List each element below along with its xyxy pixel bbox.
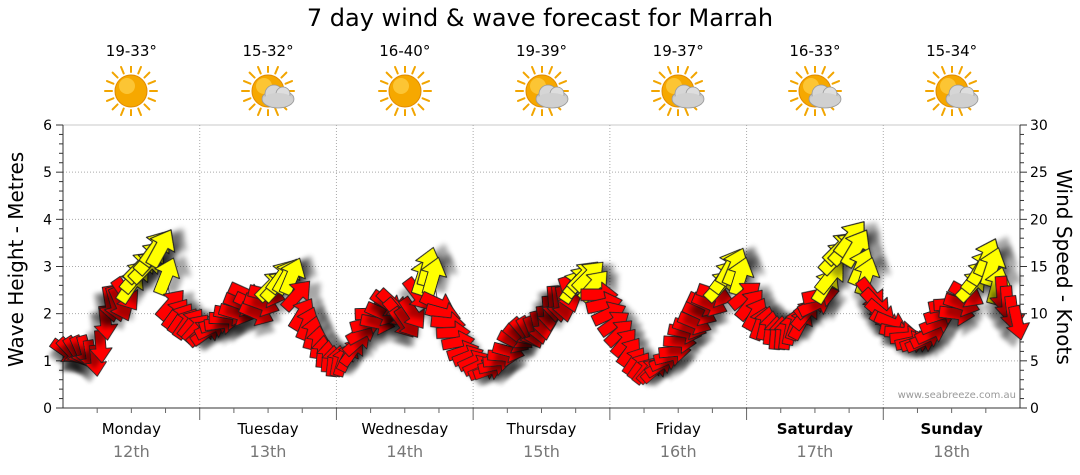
day-label-saturday: Saturday 17th bbox=[747, 420, 883, 461]
sun-cloud-icon bbox=[514, 66, 569, 116]
wind-arrow bbox=[1005, 304, 1030, 341]
day-date: 16th bbox=[659, 442, 697, 461]
weather-thursday: 19-39° bbox=[492, 42, 592, 116]
y-axis-right-label: Wind Speed - Knots bbox=[1052, 169, 1076, 365]
wind-arrow-shape bbox=[89, 329, 113, 364]
wind-arrow bbox=[398, 295, 425, 329]
temperature-range: 19-39° bbox=[515, 42, 568, 60]
y-axis-left-label: Wave Height - Metres bbox=[4, 151, 28, 367]
day-name: Monday bbox=[101, 420, 161, 438]
y-left-tick-label: 3 bbox=[43, 260, 52, 276]
weather-friday: 19-37° bbox=[628, 42, 728, 116]
y-right-tick-label: 0 bbox=[1030, 401, 1039, 417]
y-right-tick-label: 5 bbox=[1030, 354, 1039, 370]
wind-arrow-shape bbox=[839, 229, 871, 269]
weather-wednesday: 16-40° bbox=[355, 42, 455, 116]
day-name: Tuesday bbox=[237, 420, 299, 438]
chart-title: 7 day wind & wave forecast for Marrah bbox=[306, 4, 774, 32]
wind-arrow-shape bbox=[93, 305, 119, 341]
wind-arrow-shape bbox=[1005, 304, 1030, 341]
wind-arrow bbox=[839, 229, 871, 269]
day-label-sunday: Sunday 18th bbox=[884, 420, 1020, 461]
y-left-tick-label: 2 bbox=[43, 307, 52, 323]
weather-monday: 19-33° bbox=[81, 42, 181, 116]
y-right-tick-label: 20 bbox=[1030, 212, 1048, 228]
wind-arrow-shape bbox=[420, 256, 448, 297]
wind-arrow bbox=[280, 280, 311, 313]
temperature-range: 15-34° bbox=[926, 42, 978, 60]
y-left-tick-label: 4 bbox=[43, 212, 52, 228]
y-left-tick-label: 5 bbox=[43, 165, 52, 181]
day-date: 17th bbox=[796, 442, 834, 461]
wind-arrow bbox=[420, 256, 448, 297]
day-date: 15th bbox=[523, 442, 560, 461]
temperature-range: 16-33° bbox=[789, 42, 841, 60]
day-label-monday: Monday 12th bbox=[63, 420, 199, 461]
day-label-tuesday: Tuesday 13th bbox=[200, 420, 336, 461]
y-right-tick-label: 25 bbox=[1030, 165, 1048, 181]
day-label-thursday: Thursday 15th bbox=[474, 420, 610, 461]
sun-icon bbox=[377, 66, 432, 116]
wind-arrows bbox=[49, 221, 1030, 386]
y-right-tick-label: 30 bbox=[1030, 118, 1048, 134]
day-name: Sunday bbox=[920, 420, 983, 438]
y-right-tick-label: 10 bbox=[1030, 307, 1048, 323]
wind-arrow bbox=[153, 257, 180, 297]
wind-arrow-shape bbox=[153, 257, 180, 297]
y-left-tick-label: 1 bbox=[43, 354, 52, 370]
wind-arrow-shape bbox=[398, 295, 425, 329]
day-label-wednesday: Wednesday 14th bbox=[337, 420, 473, 461]
wind-arrow-shape bbox=[280, 280, 311, 313]
sun-icon bbox=[104, 66, 159, 116]
day-date: 13th bbox=[249, 442, 287, 461]
weather-saturday: 16-33° bbox=[765, 42, 865, 116]
temperature-range: 16-40° bbox=[379, 42, 431, 60]
watermark: www.seabreeze.com.au bbox=[897, 390, 1016, 401]
wind-arrow bbox=[93, 305, 119, 341]
y-left-tick-label: 6 bbox=[43, 118, 52, 134]
day-date: 18th bbox=[933, 442, 971, 461]
day-name: Wednesday bbox=[361, 420, 449, 438]
day-date: 12th bbox=[112, 442, 150, 461]
sun-cloud-icon bbox=[787, 66, 842, 116]
sun-cloud-icon bbox=[651, 66, 706, 116]
wind-arrow bbox=[89, 329, 113, 364]
y-right-tick-label: 15 bbox=[1030, 260, 1048, 276]
sun-cloud-icon bbox=[241, 66, 296, 116]
y-left-tick-label: 0 bbox=[43, 401, 52, 417]
day-date: 14th bbox=[386, 442, 424, 461]
temperature-range: 15-32° bbox=[242, 42, 294, 60]
wind-arrow bbox=[145, 229, 176, 270]
grid bbox=[62, 124, 1021, 409]
weather-tuesday: 15-32° bbox=[218, 42, 318, 116]
day-name: Saturday bbox=[776, 420, 854, 438]
axes: 0 1 2 3 4 5 6 0 5 10 15 20 25 30 bbox=[43, 118, 1048, 420]
wind-arrow-shape bbox=[145, 229, 176, 270]
weather-sunday: 15-34° bbox=[902, 42, 1002, 116]
day-name: Thursday bbox=[506, 420, 577, 438]
temperature-range: 19-37° bbox=[652, 42, 704, 60]
temperature-range: 19-33° bbox=[105, 42, 157, 60]
day-label-friday: Friday 16th bbox=[610, 420, 746, 461]
sun-cloud-icon bbox=[924, 66, 979, 116]
day-name: Friday bbox=[655, 420, 701, 438]
